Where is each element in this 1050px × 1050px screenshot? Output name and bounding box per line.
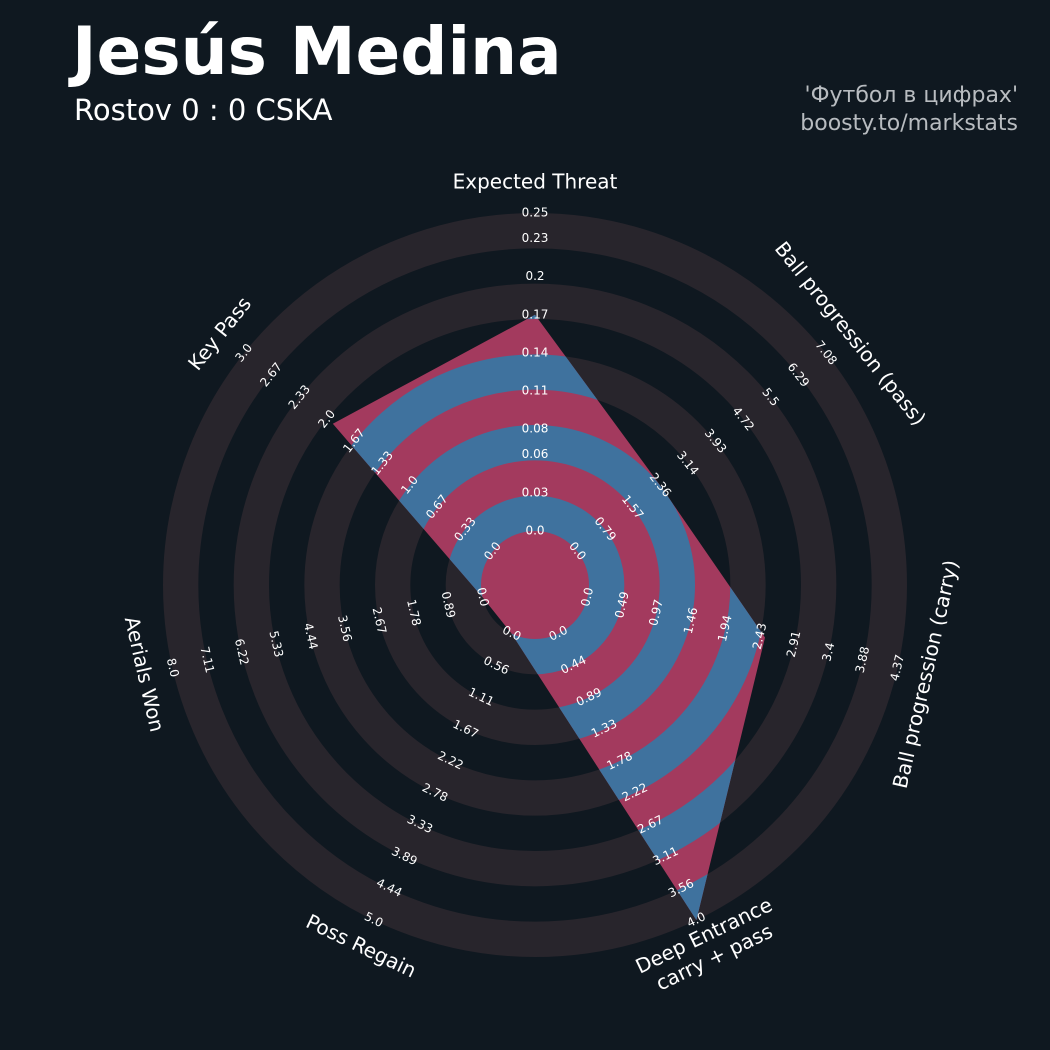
background-ring	[233, 283, 837, 887]
tick-label: 8.0	[164, 657, 182, 679]
tick-label: 0.2	[525, 269, 544, 283]
credit: 'Футбол в цифрах'	[805, 83, 1018, 108]
tick-label: 0.0	[578, 586, 596, 608]
tick-label: 5.33	[266, 629, 286, 658]
tick-label: 0.0	[525, 524, 544, 538]
tick-label: 4.44	[301, 622, 321, 651]
tick-label: 1.94	[715, 614, 735, 643]
tick-label: 2.91	[784, 629, 804, 658]
tick-label: 0.17	[522, 307, 549, 321]
tick-label: 0.03	[522, 485, 549, 499]
tick-label: 0.97	[646, 598, 666, 627]
tick-label: 7.11	[198, 645, 218, 674]
tick-label: 0.06	[522, 447, 549, 461]
tick-label: 3.56	[335, 614, 355, 643]
tick-label: 0.11	[522, 384, 549, 398]
tick-label: 0.14	[522, 345, 549, 359]
credit: boosty.to/markstats	[800, 111, 1018, 136]
tick-label: 2.67	[370, 606, 390, 635]
tick-label: 2.43	[750, 622, 770, 651]
tick-label: 4.37	[887, 653, 907, 682]
tick-label: 3.4	[819, 641, 837, 663]
tick-label: 3.88	[853, 645, 873, 674]
tick-label: 0.49	[612, 590, 632, 619]
tick-label: 0.08	[522, 422, 549, 436]
chart-subtitle: Rostov 0 : 0 CSKA	[74, 93, 333, 127]
radar: 0.0 0.03 0.06 0.08 0.11 0.14 0.17 0.2 0.23 0.25 0.…	[120, 170, 963, 995]
tick-label: 0.89	[439, 590, 459, 619]
tick-label: 0.23	[522, 231, 549, 245]
tick-label: 6.22	[232, 637, 252, 666]
tick-label: 0.0	[474, 586, 492, 608]
tick-label: 1.46	[681, 606, 701, 635]
background-ring	[163, 213, 907, 957]
tick-label: 1.78	[404, 598, 424, 627]
tick-label: 0.25	[522, 206, 549, 220]
chart-title: Jesús Medina	[68, 13, 562, 90]
param-label: Expected Threat	[453, 170, 618, 194]
